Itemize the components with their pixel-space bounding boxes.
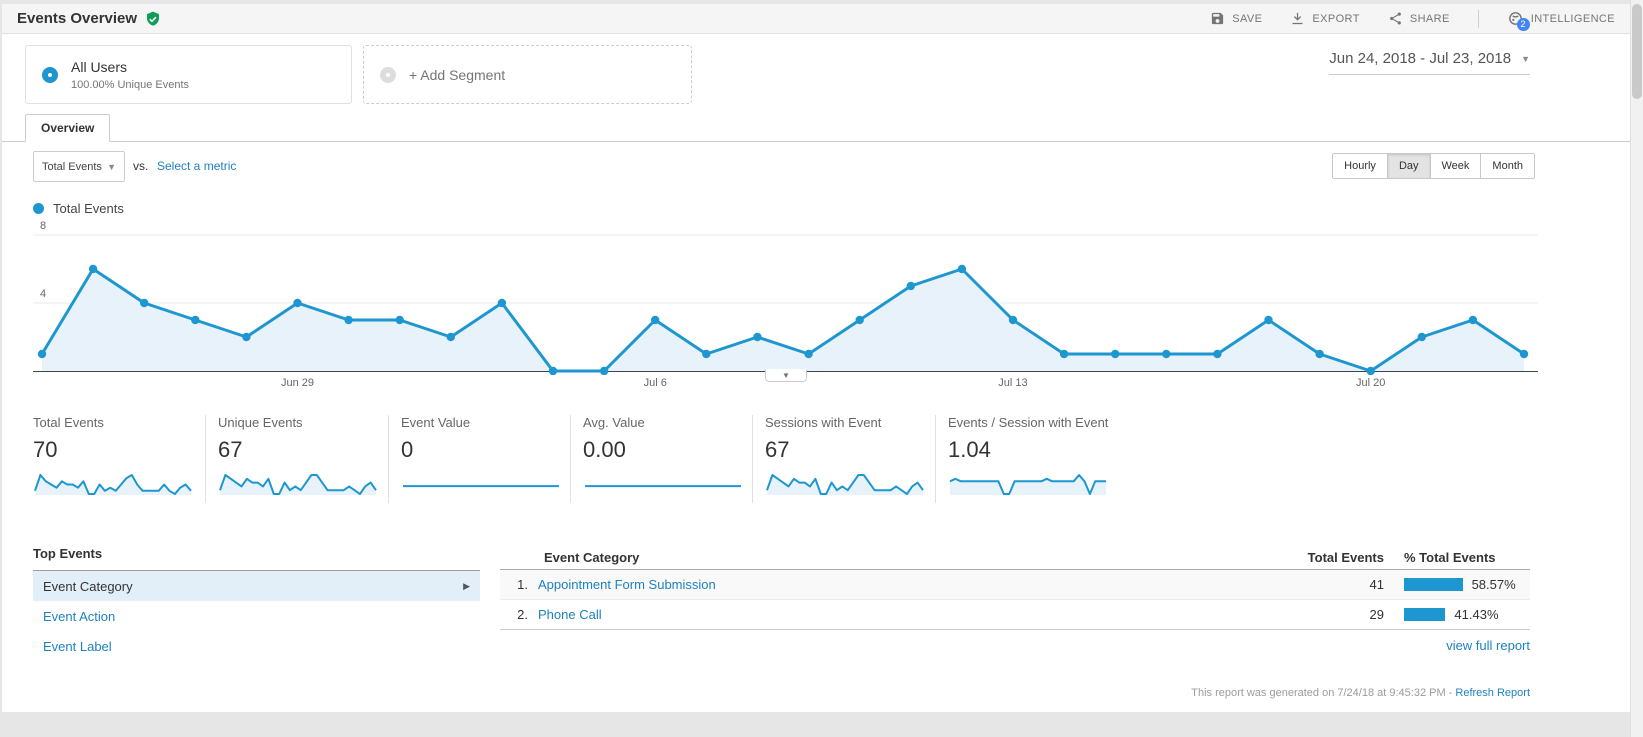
row-rank: 2.: [517, 607, 528, 622]
top-events-item-event-label[interactable]: Event Label: [43, 638, 112, 654]
x-axis-tick: Jun 29: [281, 377, 315, 389]
x-axis-tick: Jul 6: [643, 377, 667, 389]
scrollbar[interactable]: [1630, 0, 1643, 737]
column-header-total-events[interactable]: Total Events: [1307, 550, 1384, 565]
row-rank: 1.: [517, 577, 528, 592]
sparkline-chart: [33, 470, 198, 496]
y-axis-tick: 8: [40, 220, 47, 232]
top-events-title: Top Events: [33, 546, 480, 571]
segment-all-users[interactable]: All Users 100.00% Unique Events: [25, 45, 352, 104]
legend-dot-icon: [33, 203, 44, 214]
sparkline-chart: [948, 470, 1128, 496]
table-row: 2. Phone Call 29 41.43%: [500, 600, 1530, 630]
report-footer: This report was generated on 7/24/18 at …: [1191, 687, 1530, 699]
annotations-toggle[interactable]: ▼: [765, 369, 807, 382]
intelligence-badge: 2: [1516, 18, 1530, 31]
chevron-right-icon: ▶: [463, 580, 470, 591]
segment-subtitle: 100.00% Unique Events: [71, 78, 190, 91]
date-range-selector[interactable]: Jun 24, 2018 - Jul 23, 2018 ▼: [1329, 50, 1530, 75]
save-button[interactable]: SAVE: [1210, 11, 1262, 26]
scorecard-event-value[interactable]: Event Value 0: [388, 415, 565, 503]
vs-label: vs.: [133, 159, 149, 173]
scorecard-unique-events[interactable]: Unique Events 67: [205, 415, 383, 503]
granularity-day-button[interactable]: Day: [1386, 154, 1430, 178]
add-segment-donut-icon: [380, 66, 396, 83]
event-category-link[interactable]: Phone Call: [538, 607, 602, 622]
event-category-link[interactable]: Appointment Form Submission: [538, 577, 716, 592]
event-category-table: Event Category Total Events % Total Even…: [500, 546, 1530, 630]
export-download-icon: [1290, 11, 1305, 26]
granularity-month-button[interactable]: Month: [1480, 154, 1534, 178]
x-axis-tick: Jul 20: [1356, 377, 1386, 389]
tabs-divider: [2, 141, 1630, 142]
sparkline-chart: [765, 470, 930, 496]
add-segment-button[interactable]: + Add Segment: [363, 45, 692, 104]
table-row: 1. Appointment Form Submission 41 58.57%: [500, 570, 1530, 600]
chevron-down-icon: ▼: [782, 371, 790, 380]
tab-overview[interactable]: Overview: [25, 114, 111, 142]
verified-shield-icon: [145, 11, 161, 27]
column-header-percent-total-events[interactable]: % Total Events: [1404, 550, 1496, 565]
segment-donut-icon: [42, 66, 58, 83]
select-metric-link[interactable]: Select a metric: [157, 159, 237, 173]
top-events-item-event-category[interactable]: Event Category ▶: [33, 571, 480, 601]
row-percent: 58.57%: [1471, 577, 1516, 592]
generated-text: This report was generated on 7/24/18 at …: [1191, 687, 1453, 699]
refresh-report-link[interactable]: Refresh Report: [1455, 687, 1530, 699]
granularity-week-button[interactable]: Week: [1429, 154, 1481, 178]
scorecard-total-events[interactable]: Total Events 70: [33, 415, 198, 503]
sparkline-chart: [401, 470, 565, 496]
scrollbar-thumb[interactable]: [1632, 4, 1642, 99]
top-action-bar: Events Overview SAVE EXPORT SHARE: [2, 4, 1630, 34]
scorecard-sessions-with-event[interactable]: Sessions with Event 67: [752, 415, 930, 503]
top-events-panel: Top Events Event Category ▶ Event Action…: [33, 546, 480, 661]
date-range-label: Jun 24, 2018 - Jul 23, 2018: [1329, 50, 1512, 67]
page-title: Events Overview: [17, 10, 138, 27]
chevron-down-icon: ▼: [107, 161, 116, 172]
legend-label: Total Events: [53, 201, 124, 216]
scorecard-avg-value[interactable]: Avg. Value 0.00: [570, 415, 747, 503]
row-total-events: 41: [1369, 577, 1384, 592]
top-events-item-event-action[interactable]: Event Action: [43, 608, 116, 624]
row-percent: 41.43%: [1454, 607, 1499, 622]
chevron-down-icon: ▼: [1521, 53, 1530, 64]
view-full-report-link[interactable]: view full report: [1446, 638, 1530, 653]
sparkline-chart: [218, 470, 383, 496]
scorecard-events-per-session[interactable]: Events / Session with Event 1.04: [935, 415, 1128, 503]
export-button[interactable]: EXPORT: [1290, 11, 1359, 26]
intelligence-button[interactable]: 2 INTELLIGENCE: [1507, 10, 1615, 31]
granularity-hourly-button[interactable]: Hourly: [1333, 154, 1387, 178]
column-header-event-category[interactable]: Event Category: [544, 550, 640, 565]
table-header-row: Event Category Total Events % Total Even…: [500, 546, 1530, 570]
intelligence-icon: 2: [1507, 10, 1530, 31]
chart-legend: Total Events: [33, 201, 124, 216]
x-axis-tick: Jul 13: [998, 377, 1028, 389]
percent-bar: [1404, 608, 1446, 621]
granularity-toggle: Hourly Day Week Month: [1332, 153, 1535, 179]
save-icon: [1210, 11, 1225, 26]
total-events-chart[interactable]: 4 8 Jun 29 Jul 6 Jul 13 Jul 20: [33, 220, 1538, 390]
sparkline-chart: [583, 470, 747, 496]
percent-bar: [1404, 578, 1463, 591]
row-total-events: 29: [1369, 607, 1384, 622]
y-axis-tick: 4: [40, 288, 47, 300]
metric-select-dropdown[interactable]: Total Events ▼: [33, 151, 125, 182]
segment-title: All Users: [71, 58, 128, 75]
share-icon: [1388, 11, 1403, 26]
toolbar-divider: [1477, 9, 1479, 28]
share-button[interactable]: SHARE: [1388, 11, 1450, 26]
